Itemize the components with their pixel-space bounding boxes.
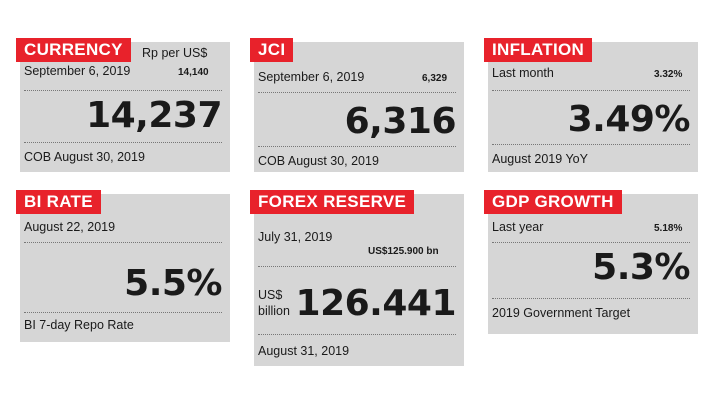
- divider: [492, 144, 690, 145]
- inflation-date: Last month: [492, 66, 554, 80]
- forex-card: FOREX RESERVE July 31, 2019 US$125.900 b…: [250, 190, 464, 366]
- bi-rate-footer: BI 7-day Repo Rate: [24, 318, 134, 332]
- divider: [258, 146, 456, 147]
- inflation-title: INFLATION: [484, 38, 593, 62]
- forex-prev-value: US$125.900 bn: [368, 246, 439, 257]
- gdp-prev-value: 5.18%: [654, 223, 683, 234]
- currency-unit: Rp per US$: [142, 46, 208, 60]
- jci-title: JCI: [250, 38, 294, 62]
- currency-title: CURRENCY: [16, 38, 131, 62]
- currency-prev-value: 14,140: [178, 67, 209, 78]
- gdp-value: 5.3%: [592, 247, 690, 288]
- jci-card: JCI September 6, 2019 6,329 6,316 COB Au…: [250, 38, 464, 172]
- divider: [24, 242, 222, 243]
- gdp-date: Last year: [492, 220, 544, 234]
- gdp-card: GDP GROWTH Last year 5.18% 5.3% 2019 Gov…: [484, 190, 698, 334]
- currency-date: September 6, 2019: [24, 64, 131, 78]
- inflation-footer: August 2019 YoY: [492, 152, 588, 166]
- divider: [492, 242, 690, 243]
- gdp-footer: 2019 Government Target: [492, 306, 631, 320]
- divider: [258, 334, 456, 335]
- forex-footer: August 31, 2019: [258, 344, 350, 358]
- jci-footer: COB August 30, 2019: [258, 154, 379, 168]
- jci-value: 6,316: [344, 101, 457, 142]
- bi-rate-card: BI RATE August 22, 2019 5.5% BI 7-day Re…: [16, 190, 230, 342]
- inflation-prev-value: 3.32%: [654, 69, 683, 80]
- divider: [24, 142, 222, 143]
- jci-prev-value: 6,329: [422, 73, 448, 84]
- currency-value: 14,237: [86, 95, 222, 136]
- inflation-value: 3.49%: [567, 99, 691, 140]
- divider: [24, 312, 222, 313]
- divider: [258, 266, 456, 267]
- bi-rate-value: 5.5%: [124, 263, 222, 304]
- currency-footer: COB August 30, 2019: [24, 150, 145, 164]
- bi-rate-date: August 22, 2019: [24, 220, 116, 234]
- forex-unit-line2: billion: [258, 304, 290, 318]
- forex-date: July 31, 2019: [258, 230, 333, 244]
- currency-card: CURRENCY Rp per US$ September 6, 2019 14…: [16, 38, 230, 172]
- forex-unit-line1: US$: [258, 288, 283, 302]
- divider: [24, 90, 222, 91]
- divider: [258, 92, 456, 93]
- gdp-title: GDP GROWTH: [484, 190, 622, 214]
- forex-value: 126.441: [295, 283, 457, 324]
- forex-title: FOREX RESERVE: [250, 190, 415, 214]
- divider: [492, 90, 690, 91]
- divider: [492, 298, 690, 299]
- bi-rate-title: BI RATE: [16, 190, 101, 214]
- inflation-card: INFLATION Last month 3.32% 3.49% August …: [484, 38, 698, 172]
- jci-date: September 6, 2019: [258, 70, 365, 84]
